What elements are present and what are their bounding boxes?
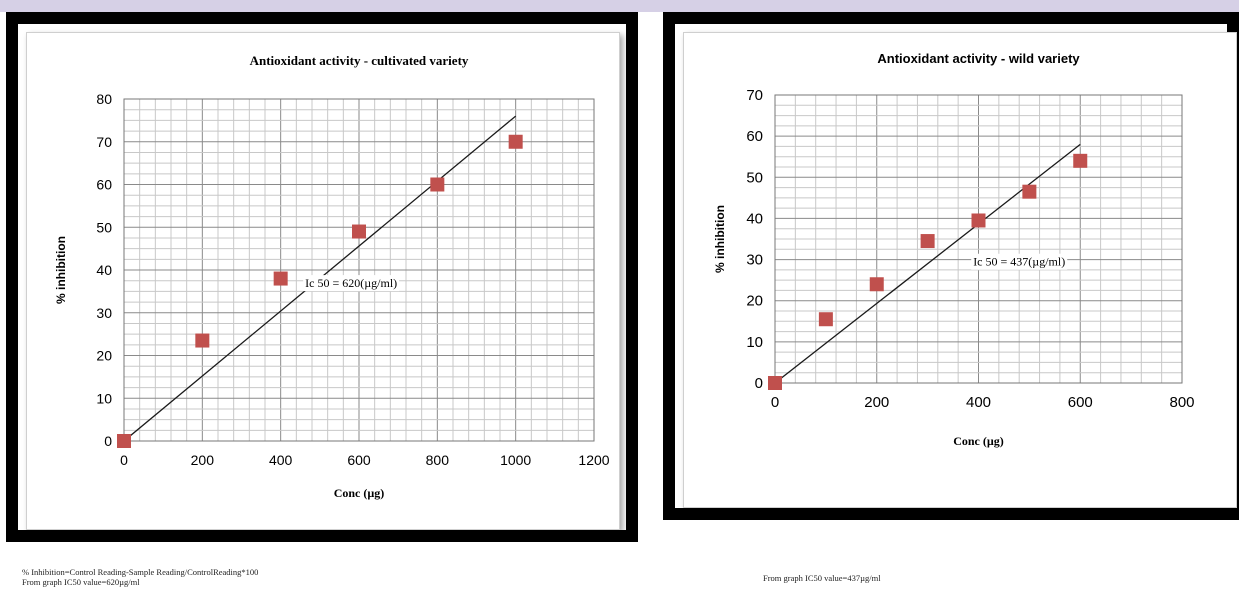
- chart-card-cultivated: 0 200 400 600 800 1000 1200 0 10 20 30 40 50 60 70 80 An…: [26, 32, 620, 530]
- data-point: [352, 224, 366, 239]
- chart-frame-wild: 0 200 400 600 800 0 10 20 30 40 50 60 70 Antioxidant …: [663, 12, 1239, 520]
- x-tick-label: 0: [120, 452, 128, 468]
- y-tick-label: 20: [96, 348, 112, 364]
- y-tick-label: 40: [746, 210, 763, 227]
- data-point: [195, 333, 210, 348]
- data-point: [508, 134, 523, 149]
- y-axis-label: % inhibition: [54, 236, 68, 304]
- y-tick-label: 50: [746, 169, 763, 186]
- chart-cultivated: 0 200 400 600 800 1000 1200 0 10 20 30 40 50 60 70 80 An…: [54, 53, 610, 500]
- y-tick-label: 10: [96, 390, 112, 406]
- x-tick-label: 0: [771, 394, 779, 411]
- note-formula: % Inhibition=Control Reading-Sample Read…: [22, 567, 259, 577]
- data-point: [869, 277, 884, 292]
- y-tick-label: 70: [746, 87, 763, 104]
- x-tick-label: 1200: [578, 452, 609, 468]
- x-tick-label: 200: [864, 394, 889, 411]
- y-tick-label: 60: [96, 177, 112, 193]
- data-point: [1022, 184, 1037, 199]
- data-point: [768, 376, 782, 390]
- ic50-annotation: Ic 50 = 437(µg/ml): [973, 255, 1065, 269]
- x-tick-label: 800: [426, 452, 450, 468]
- data-point: [430, 177, 445, 192]
- note-ic50-wild: From graph IC50 value=437µg/ml: [763, 573, 881, 583]
- plot-area: [123, 98, 595, 442]
- y-tick-label: 80: [96, 91, 112, 107]
- chart-frame-cultivated: 0 200 400 600 800 1000 1200 0 10 20 30 40 50 60 70 80 An…: [6, 12, 638, 542]
- y-axis-label: % inhibition: [713, 205, 727, 273]
- y-tick-label: 60: [746, 128, 763, 145]
- x-tick-label: 400: [269, 452, 293, 468]
- ic50-annotation: Ic 50 = 620(µg/ml): [305, 276, 397, 290]
- chart-title: Antioxidant activity - wild variety: [877, 51, 1080, 66]
- data-point: [273, 271, 288, 286]
- y-tick-label: 10: [746, 334, 763, 351]
- data-point: [971, 213, 986, 228]
- y-tick-label: 50: [96, 219, 112, 235]
- data-point: [818, 312, 833, 327]
- x-tick-label: 1000: [500, 452, 531, 468]
- x-tick-label: 200: [191, 452, 215, 468]
- y-tick-label: 70: [96, 134, 112, 150]
- chart-wild: 0 200 400 600 800 0 10 20 30 40 50 60 70 Antioxidant …: [713, 51, 1195, 448]
- chart-title: Antioxidant activity - cultivated variet…: [250, 53, 469, 68]
- x-tick-label: 800: [1169, 394, 1194, 411]
- top-band: [0, 0, 1239, 12]
- y-tick-label: 0: [104, 433, 112, 449]
- y-tick-label: 30: [96, 305, 112, 321]
- x-tick-label: 400: [966, 394, 991, 411]
- ic50-annotation-background: [303, 275, 400, 292]
- data-point: [117, 434, 131, 448]
- x-tick-label: 600: [1068, 394, 1093, 411]
- ic50-annotation-background: [971, 253, 1068, 270]
- data-point: [1073, 153, 1088, 168]
- x-axis-label: Conc (µg): [953, 434, 1004, 448]
- y-tick-label: 30: [746, 252, 763, 269]
- note-ic50-cultivated: From graph IC50 value=620µg/ml: [22, 577, 140, 587]
- x-tick-label: 600: [347, 452, 371, 468]
- y-tick-label: 20: [746, 293, 763, 310]
- y-tick-label: 0: [755, 375, 763, 392]
- trendline: [774, 143, 1081, 384]
- chart-card-wild: 0 200 400 600 800 0 10 20 30 40 50 60 70 Antioxidant …: [683, 32, 1237, 508]
- plot-area: [774, 94, 1183, 384]
- x-axis-label: Conc (µg): [334, 486, 385, 500]
- y-tick-label: 40: [96, 262, 112, 278]
- data-point: [920, 234, 935, 249]
